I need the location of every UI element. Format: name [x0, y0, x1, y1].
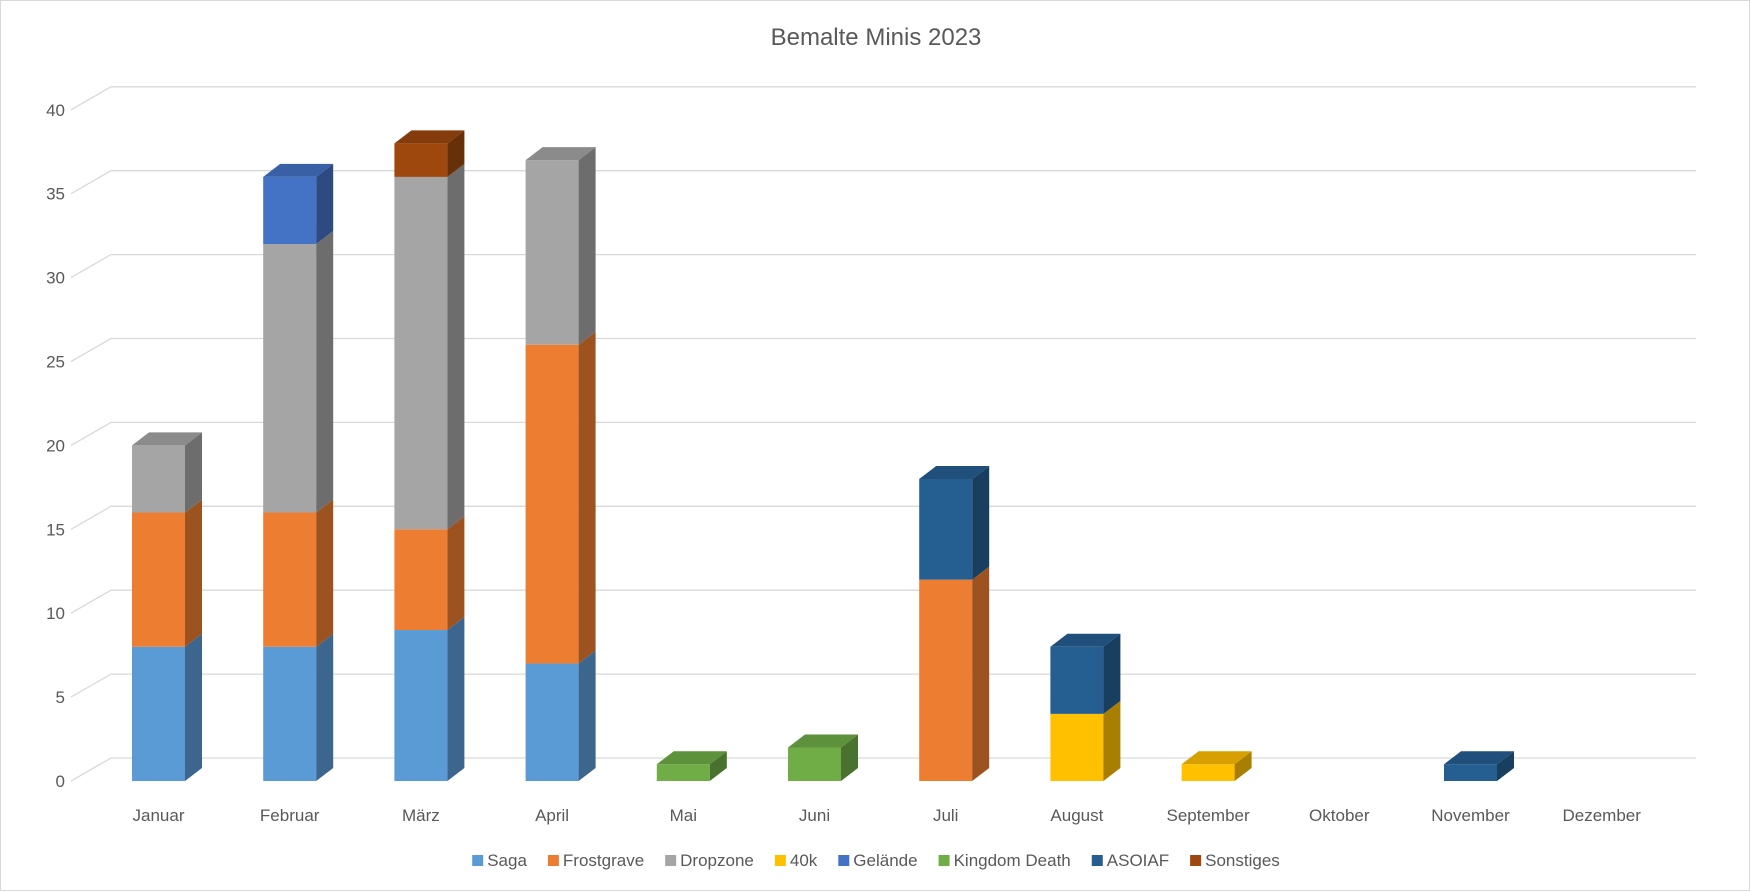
bar-segment-sonstiges-m-rz [394, 130, 465, 177]
gridlines [70, 86, 1696, 782]
bar-segment-saga-m-rz [394, 616, 465, 781]
x-tick-label: Dezember [1562, 806, 1641, 825]
y-tick-label: 15 [46, 520, 65, 539]
bar-segment-asoiaf-november [1444, 751, 1514, 781]
y-tick-label: 0 [56, 772, 65, 791]
legend-swatch [665, 855, 677, 866]
bar-segment-kingdom-death-mai [656, 751, 727, 781]
y-tick-label: 35 [46, 185, 65, 204]
gridline [70, 170, 1696, 195]
legend-item-saga: Saga [472, 851, 527, 870]
x-tick-label: Januar [133, 806, 185, 825]
legend-label: Frostgrave [563, 851, 644, 870]
x-tick-label: Juni [799, 806, 830, 825]
x-tick-label: Mai [670, 806, 697, 825]
legend-item-40k: 40k [774, 851, 818, 870]
legend-label: Dropzone [680, 851, 754, 870]
bar-segment-gel-nde-februar [263, 163, 334, 245]
x-tick-label: November [1431, 806, 1510, 825]
gridline [70, 673, 1696, 698]
y-tick-label: 20 [46, 436, 65, 455]
bar-segment-dropzone-m-rz [394, 163, 465, 530]
y-tick-label: 25 [46, 353, 65, 372]
bar-segment-saga-februar [263, 633, 334, 781]
legend-label: Sonstiges [1205, 851, 1280, 870]
x-tick-label: September [1167, 806, 1250, 825]
x-axis: Januar Februar März April Mai Juni Juli August S… [133, 806, 1642, 825]
legend-swatch [1190, 855, 1202, 866]
bar-segment-frostgrave-februar [263, 499, 334, 647]
legend-item-frostgrave: Frostgrave [547, 851, 644, 870]
x-tick-label: März [402, 806, 440, 825]
bar-segment-dropzone-januar [132, 432, 202, 513]
bar-segment-saga-januar [132, 633, 202, 781]
legend-swatch [838, 855, 850, 866]
legend-item-asoiaf: ASOIAF [1091, 851, 1169, 870]
gridline [70, 757, 1696, 782]
y-tick-label: 40 [46, 101, 65, 120]
legend-swatch [547, 855, 559, 866]
legend-item-dropzone: Dropzone [665, 851, 754, 870]
gridline [70, 589, 1696, 614]
legend-item-gel-nde: Gelände [838, 851, 918, 870]
bar-segment-frostgrave-juli [919, 566, 990, 781]
gridline [70, 86, 1696, 111]
legend-label: Saga [487, 851, 527, 870]
gridline [70, 253, 1696, 279]
x-tick-label: August [1050, 806, 1103, 825]
legend-swatch [938, 855, 950, 866]
legend: Saga Frostgrave Dropzone 40k Gelände Kingdom … [472, 851, 1280, 870]
bar-segment-frostgrave-m-rz [394, 516, 465, 630]
gridline [70, 337, 1696, 363]
bar-segment-40k-august [1050, 700, 1121, 781]
legend-label: Gelände [853, 851, 917, 870]
bars [132, 130, 1514, 781]
x-tick-label: Februar [260, 806, 320, 825]
bar-segment-40k-september [1181, 751, 1252, 781]
y-tick-label: 30 [46, 269, 65, 288]
bar-segment-asoiaf-juli [919, 465, 990, 580]
legend-swatch [1091, 855, 1103, 866]
legend-label: Kingdom Death [954, 851, 1071, 870]
legend-swatch [774, 855, 786, 866]
bar-segment-dropzone-februar [263, 231, 334, 513]
y-tick-label: 5 [56, 688, 65, 707]
legend-item-kingdom-death: Kingdom Death [938, 851, 1071, 870]
bar-segment-asoiaf-august [1050, 633, 1121, 714]
gridline [70, 505, 1696, 530]
legend-item-sonstiges: Sonstiges [1190, 851, 1280, 870]
bar-segment-frostgrave-april [525, 331, 596, 664]
bar-segment-saga-april [525, 650, 596, 781]
x-tick-label: April [535, 806, 569, 825]
legend-swatch [472, 855, 484, 866]
bar-segment-frostgrave-januar [132, 499, 202, 647]
legend-label: 40k [790, 851, 818, 870]
x-tick-label: Oktober [1309, 806, 1370, 825]
x-tick-label: Juli [933, 806, 959, 825]
gridline [70, 421, 1696, 446]
y-axis: 0 5 10 15 20 25 30 35 40 [46, 101, 65, 791]
legend-label: ASOIAF [1107, 851, 1169, 870]
chart-title: Bemalte Minis 2023 [771, 24, 982, 51]
bar-segment-dropzone-april [525, 147, 596, 345]
y-tick-label: 10 [46, 604, 65, 623]
bar-segment-kingdom-death-juni [788, 734, 858, 781]
